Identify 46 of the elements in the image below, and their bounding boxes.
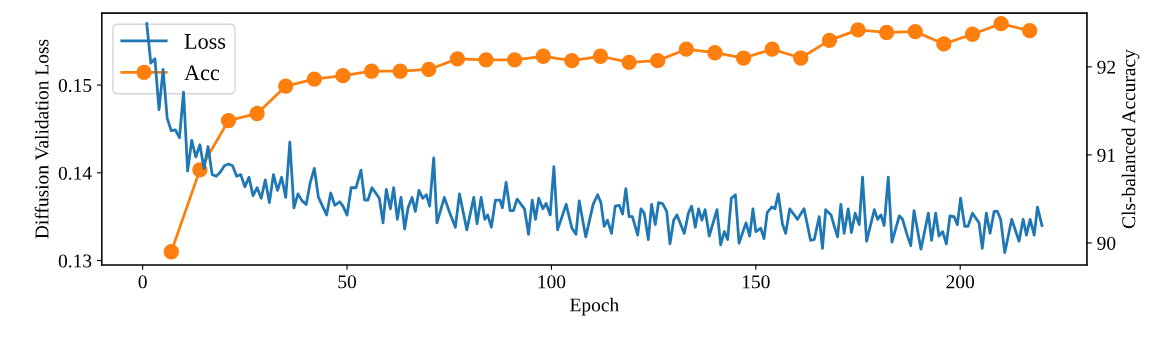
y2-tick-label: 92 (1097, 60, 1116, 74)
x-tick-label: 50 (338, 275, 357, 289)
legend-label: Acc (184, 65, 220, 81)
y2-tick-label: 91 (1097, 148, 1115, 162)
y-tick-label: 0.14 (58, 166, 92, 180)
point (850, 22, 866, 38)
x-tick-label: 100 (538, 275, 566, 289)
point (306, 71, 322, 87)
y2-axis-title: Cls-balanced Accuracy (1121, 49, 1140, 229)
point (163, 244, 179, 260)
point (592, 48, 609, 64)
point (449, 51, 466, 67)
point (335, 67, 351, 84)
x-axis-title: Epoch (570, 297, 619, 316)
point (507, 52, 523, 68)
x-tick-label: 0 (138, 275, 147, 289)
point (993, 16, 1009, 32)
point (821, 32, 838, 49)
point (907, 23, 923, 40)
y-axis-title: Diffusion Validation Loss (34, 39, 49, 239)
y2-tick-label: 90 (1097, 236, 1116, 250)
point (764, 41, 780, 57)
point (278, 78, 294, 94)
point (650, 53, 666, 69)
point (363, 63, 380, 79)
point (1022, 23, 1038, 39)
point (878, 24, 895, 41)
point (936, 36, 952, 52)
y-tick-label: 0.15 (58, 78, 92, 93)
point (964, 26, 981, 42)
point (249, 105, 265, 122)
legend-label: Loss (184, 34, 226, 49)
point (478, 52, 494, 68)
point (678, 41, 694, 57)
point (621, 54, 637, 71)
point (564, 53, 580, 69)
point (707, 45, 723, 61)
y-tick-label: 0.13 (58, 254, 92, 268)
point (421, 61, 437, 78)
point (392, 63, 408, 79)
point (220, 112, 237, 129)
point (535, 48, 551, 64)
point (793, 50, 809, 66)
point (735, 50, 752, 66)
x-tick-label: 150 (742, 275, 770, 289)
x-tick-label: 200 (946, 275, 975, 289)
